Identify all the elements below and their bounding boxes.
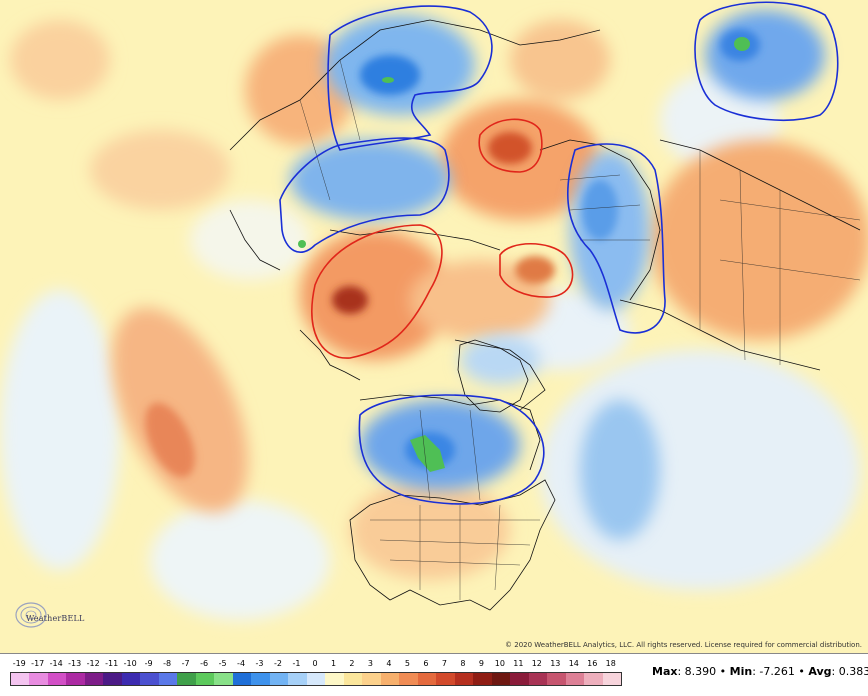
stats-readout: Max: 8.390 • Min: -7.261 • Avg: 0.383	[652, 665, 868, 678]
anomaly-map: WeatherBELL © 2020 WeatherBELL Analytics…	[0, 0, 868, 653]
copyright-notice: © 2020 WeatherBELL Analytics, LLC. All r…	[505, 641, 862, 649]
legend-swatch	[103, 673, 122, 685]
legend-tick-label: -2	[274, 659, 283, 668]
warm-anomaly-areas	[10, 20, 868, 580]
legend-labels: -19 -17 -14 -13 -12 -11 -10 -9 -8 -7 -6 -5 -4 -3 -2 -1 0…	[10, 659, 625, 671]
legend-swatch	[528, 673, 548, 685]
legend-tick-label: 6	[423, 659, 429, 668]
max-label: Max	[652, 665, 678, 678]
legend-swatch	[417, 673, 437, 685]
swirl-icon	[15, 602, 47, 628]
legend-swatch	[11, 673, 30, 685]
legend-swatch	[121, 673, 141, 685]
logo-text: WeatherBELL	[26, 614, 85, 623]
legend-swatch	[232, 673, 252, 685]
cold-outline-east	[694, 1, 839, 121]
legend-swatch	[602, 673, 621, 685]
cold-outline-alaska-arc	[279, 137, 450, 253]
legend-tick-label: 8	[460, 659, 466, 668]
legend-swatch	[584, 673, 603, 685]
legend-swatch	[214, 673, 233, 685]
min-value: -7.261	[759, 665, 795, 678]
warm-anomaly-cores	[145, 132, 555, 478]
legend-tick-label: 14	[568, 659, 579, 668]
legend-swatch	[491, 673, 511, 685]
legend-swatch	[380, 673, 400, 685]
legend-swatch	[473, 673, 492, 685]
legend-tick-label: 7	[441, 659, 447, 668]
legend-tick-label: -1	[292, 659, 301, 668]
legend-swatch	[325, 673, 344, 685]
cold-anomaly-cores	[360, 29, 760, 468]
warm-outline-scandinavia	[478, 118, 543, 173]
color-legend: -19 -17 -14 -13 -12 -11 -10 -9 -8 -7 -6 -5 -4 -3 -2 -1 0…	[0, 653, 868, 696]
legend-tick-label: -19	[12, 659, 26, 668]
legend-tick-label: 3	[367, 659, 373, 668]
cold-outline-canada	[358, 394, 545, 505]
legend-swatch	[47, 673, 67, 685]
legend-tick-label: 16	[587, 659, 598, 668]
cold-outline-siberia	[327, 5, 493, 151]
legend-swatch	[436, 673, 455, 685]
legend-tick-label: 18	[605, 659, 616, 668]
max-value: 8.390	[684, 665, 717, 678]
legend-swatch	[84, 673, 104, 685]
legend-tick-label: -8	[163, 659, 172, 668]
legend-tick-label: 12	[531, 659, 542, 668]
legend-swatch	[269, 673, 289, 685]
legend-tick-label: 5	[404, 659, 410, 668]
legend-tick-label: 4	[386, 659, 392, 668]
cold-outline-europe	[567, 143, 666, 334]
avg-value: 0.383	[838, 665, 868, 678]
legend-swatch	[343, 673, 363, 685]
legend-tick-label: 9	[478, 659, 484, 668]
avg-label: Avg	[808, 665, 832, 678]
warm-outline-kara	[499, 243, 574, 298]
legend-swatch	[565, 673, 585, 685]
legend-swatch	[29, 673, 48, 685]
legend-swatch	[195, 673, 215, 685]
forecast-outlines	[279, 1, 839, 505]
legend-tick-label: -6	[200, 659, 209, 668]
legend-swatch	[177, 673, 196, 685]
legend-swatch	[288, 673, 307, 685]
legend-swatch	[158, 673, 178, 685]
legend-tick-label: -14	[49, 659, 63, 668]
legend-tick-label: -17	[31, 659, 45, 668]
legend-swatch	[510, 673, 529, 685]
min-label: Min	[729, 665, 753, 678]
legend-swatch	[66, 673, 85, 685]
legend-tick-label: -11	[105, 659, 119, 668]
map-canvas	[0, 0, 868, 653]
legend-tick-label: -5	[218, 659, 227, 668]
legend-swatch	[140, 673, 159, 685]
legend-tick-label: -3	[255, 659, 264, 668]
legend-tick-label: -12	[86, 659, 100, 668]
legend-tick-label: -7	[181, 659, 190, 668]
legend-tick-label: 2	[349, 659, 355, 668]
legend-colorbar	[10, 672, 622, 686]
extreme-cold-spots	[298, 37, 750, 472]
coastlines	[229, 19, 861, 611]
legend-tick-label: 1	[330, 659, 337, 668]
legend-tick-label: -13	[68, 659, 82, 668]
legend-tick-label: -4	[237, 659, 246, 668]
legend-tick-label: 0	[312, 659, 318, 668]
weatherbell-logo: WeatherBELL	[12, 598, 92, 638]
legend-swatch	[362, 673, 381, 685]
legend-tick-label: 13	[550, 659, 561, 668]
warm-outline-bering	[311, 224, 443, 359]
legend-tick-label: -9	[144, 659, 153, 668]
legend-swatch	[399, 673, 418, 685]
borders	[299, 59, 861, 600]
legend-tick-label: -10	[123, 659, 137, 668]
legend-tick-label: 10	[494, 659, 505, 668]
legend-swatch	[454, 673, 474, 685]
legend-swatch	[306, 673, 326, 685]
legend-swatch	[547, 673, 566, 685]
legend-tick-label: 11	[513, 659, 524, 668]
legend-swatch	[251, 673, 270, 685]
